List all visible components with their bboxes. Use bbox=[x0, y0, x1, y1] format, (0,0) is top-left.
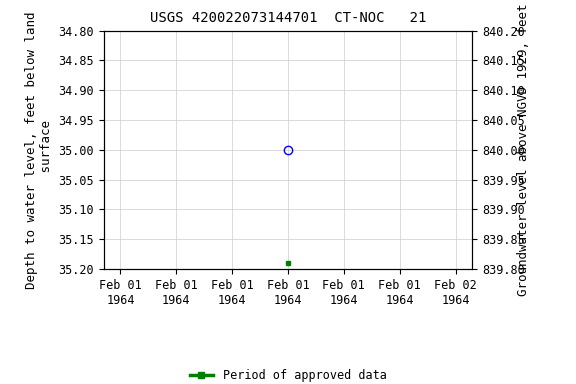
Legend: Period of approved data: Period of approved data bbox=[185, 364, 391, 384]
Title: USGS 420022073144701  CT-NOC   21: USGS 420022073144701 CT-NOC 21 bbox=[150, 12, 426, 25]
Y-axis label: Depth to water level, feet below land
 surface: Depth to water level, feet below land su… bbox=[25, 11, 53, 288]
Y-axis label: Groundwater level above NGVD 1929, feet: Groundwater level above NGVD 1929, feet bbox=[517, 3, 530, 296]
